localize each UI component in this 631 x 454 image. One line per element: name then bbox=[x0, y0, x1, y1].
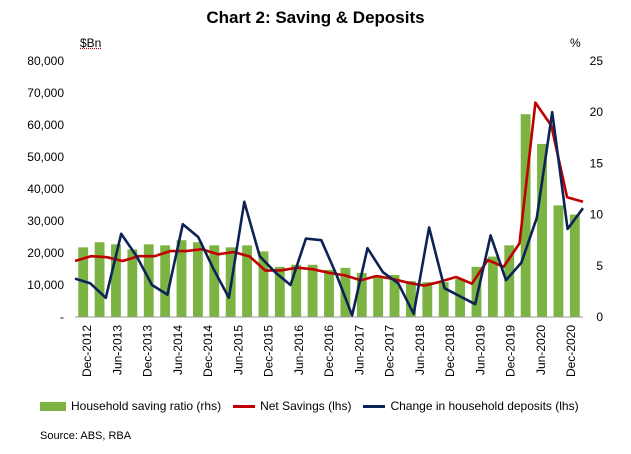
saving-ratio-bar bbox=[406, 281, 416, 317]
right-tick-label: 25 bbox=[590, 54, 604, 68]
right-tick-label: 20 bbox=[590, 105, 604, 119]
left-tick-label: - bbox=[60, 310, 64, 324]
saving-ratio-bar bbox=[192, 242, 203, 317]
x-tick-label: Jun-2018 bbox=[413, 325, 427, 375]
x-tick-label: Jun-2013 bbox=[110, 325, 124, 375]
saving-ratio-bar bbox=[471, 266, 482, 317]
right-tick-label: 5 bbox=[596, 259, 603, 273]
source-note: Source: ABS, RBA bbox=[40, 430, 132, 442]
left-axis-unit: $Bn bbox=[80, 36, 102, 50]
saving-ratio-bar bbox=[291, 264, 302, 317]
saving-ratio-bar bbox=[487, 256, 498, 317]
saving-ratio-bar bbox=[94, 242, 105, 317]
left-tick-label: 30,000 bbox=[27, 214, 64, 228]
saving-ratio-bar bbox=[176, 240, 187, 317]
right-tick-label: 0 bbox=[596, 310, 603, 324]
saving-ratio-bar bbox=[356, 272, 367, 317]
saving-ratio-bar bbox=[553, 205, 564, 317]
left-tick-label: 60,000 bbox=[27, 118, 64, 132]
legend-swatch-net-savings bbox=[233, 404, 256, 408]
x-tick-label: Dec-2013 bbox=[141, 325, 155, 377]
left-tick-label: 20,000 bbox=[27, 246, 64, 260]
saving-ratio-bar bbox=[537, 143, 547, 317]
saving-ratio-bar bbox=[373, 277, 384, 317]
x-tick-label: Dec-2018 bbox=[443, 325, 457, 377]
saving-ratio-bar bbox=[504, 245, 515, 317]
saving-ratio-bar bbox=[455, 279, 466, 317]
x-tick-label: Jun-2019 bbox=[473, 325, 487, 375]
deposits-line bbox=[74, 110, 585, 317]
saving-ratio-bar bbox=[569, 214, 580, 317]
x-tick-label: Dec-2015 bbox=[262, 325, 276, 377]
legend-label-saving-ratio: Household saving ratio (rhs) bbox=[71, 399, 222, 413]
saving-ratio-bar bbox=[127, 249, 138, 317]
saving-ratio-bar bbox=[520, 114, 531, 317]
saving-ratio-bar bbox=[274, 266, 285, 317]
right-tick-label: 15 bbox=[590, 156, 604, 170]
chart-legend: Household saving ratio (rhs) Net Savings… bbox=[40, 399, 591, 413]
saving-ratio-bar bbox=[258, 251, 269, 317]
x-tick-label: Dec-2019 bbox=[504, 325, 518, 377]
saving-ratio-bar bbox=[422, 282, 433, 317]
left-tick-label: 70,000 bbox=[27, 86, 64, 100]
left-tick-label: 80,000 bbox=[27, 54, 64, 68]
legend-swatch-saving-ratio bbox=[40, 401, 66, 411]
saving-ratio-bar bbox=[324, 269, 334, 317]
left-tick-label: 50,000 bbox=[27, 150, 64, 164]
saving-ratio-bar bbox=[209, 245, 220, 317]
legend-label-net-savings: Net Savings (lhs) bbox=[260, 399, 352, 413]
x-tick-label: Jun-2014 bbox=[171, 325, 185, 375]
legend-swatch-deposits bbox=[363, 404, 386, 408]
saving-ratio-bar bbox=[111, 244, 121, 317]
saving-ratio-bar bbox=[389, 275, 400, 317]
x-tick-label: Dec-2017 bbox=[383, 325, 397, 377]
right-axis-unit: % bbox=[570, 36, 581, 50]
right-tick-label: 10 bbox=[590, 208, 604, 222]
left-tick-label: 10,000 bbox=[27, 278, 64, 292]
legend-item-saving-ratio: Household saving ratio (rhs) bbox=[40, 399, 221, 413]
saving-ratio-bar bbox=[160, 245, 171, 317]
x-tick-label: Dec-2020 bbox=[564, 325, 578, 377]
x-tick-label: Jun-2015 bbox=[231, 325, 245, 375]
legend-item-deposits: Change in household deposits (lhs) bbox=[363, 399, 579, 413]
legend-label-deposits: Change in household deposits (lhs) bbox=[390, 399, 579, 413]
x-tick-label: Dec-2016 bbox=[322, 325, 336, 377]
saving-ratio-bar bbox=[307, 264, 318, 317]
x-tick-label: Jun-2016 bbox=[292, 325, 306, 375]
net-savings-line bbox=[74, 101, 584, 287]
x-tick-label: Jun-2017 bbox=[352, 325, 366, 375]
saving-ratio-bar bbox=[340, 267, 351, 317]
left-tick-label: 40,000 bbox=[27, 182, 64, 196]
chart-title: Chart 2: Saving & Deposits bbox=[206, 8, 425, 27]
x-tick-label: Jun-2020 bbox=[534, 325, 548, 375]
x-tick-label: Dec-2014 bbox=[201, 325, 215, 377]
legend-item-net-savings: Net Savings (lhs) bbox=[233, 399, 351, 413]
saving-ratio-bar bbox=[438, 282, 449, 317]
x-tick-label: Dec-2012 bbox=[80, 325, 94, 377]
saving-ratio-bar bbox=[242, 245, 252, 317]
